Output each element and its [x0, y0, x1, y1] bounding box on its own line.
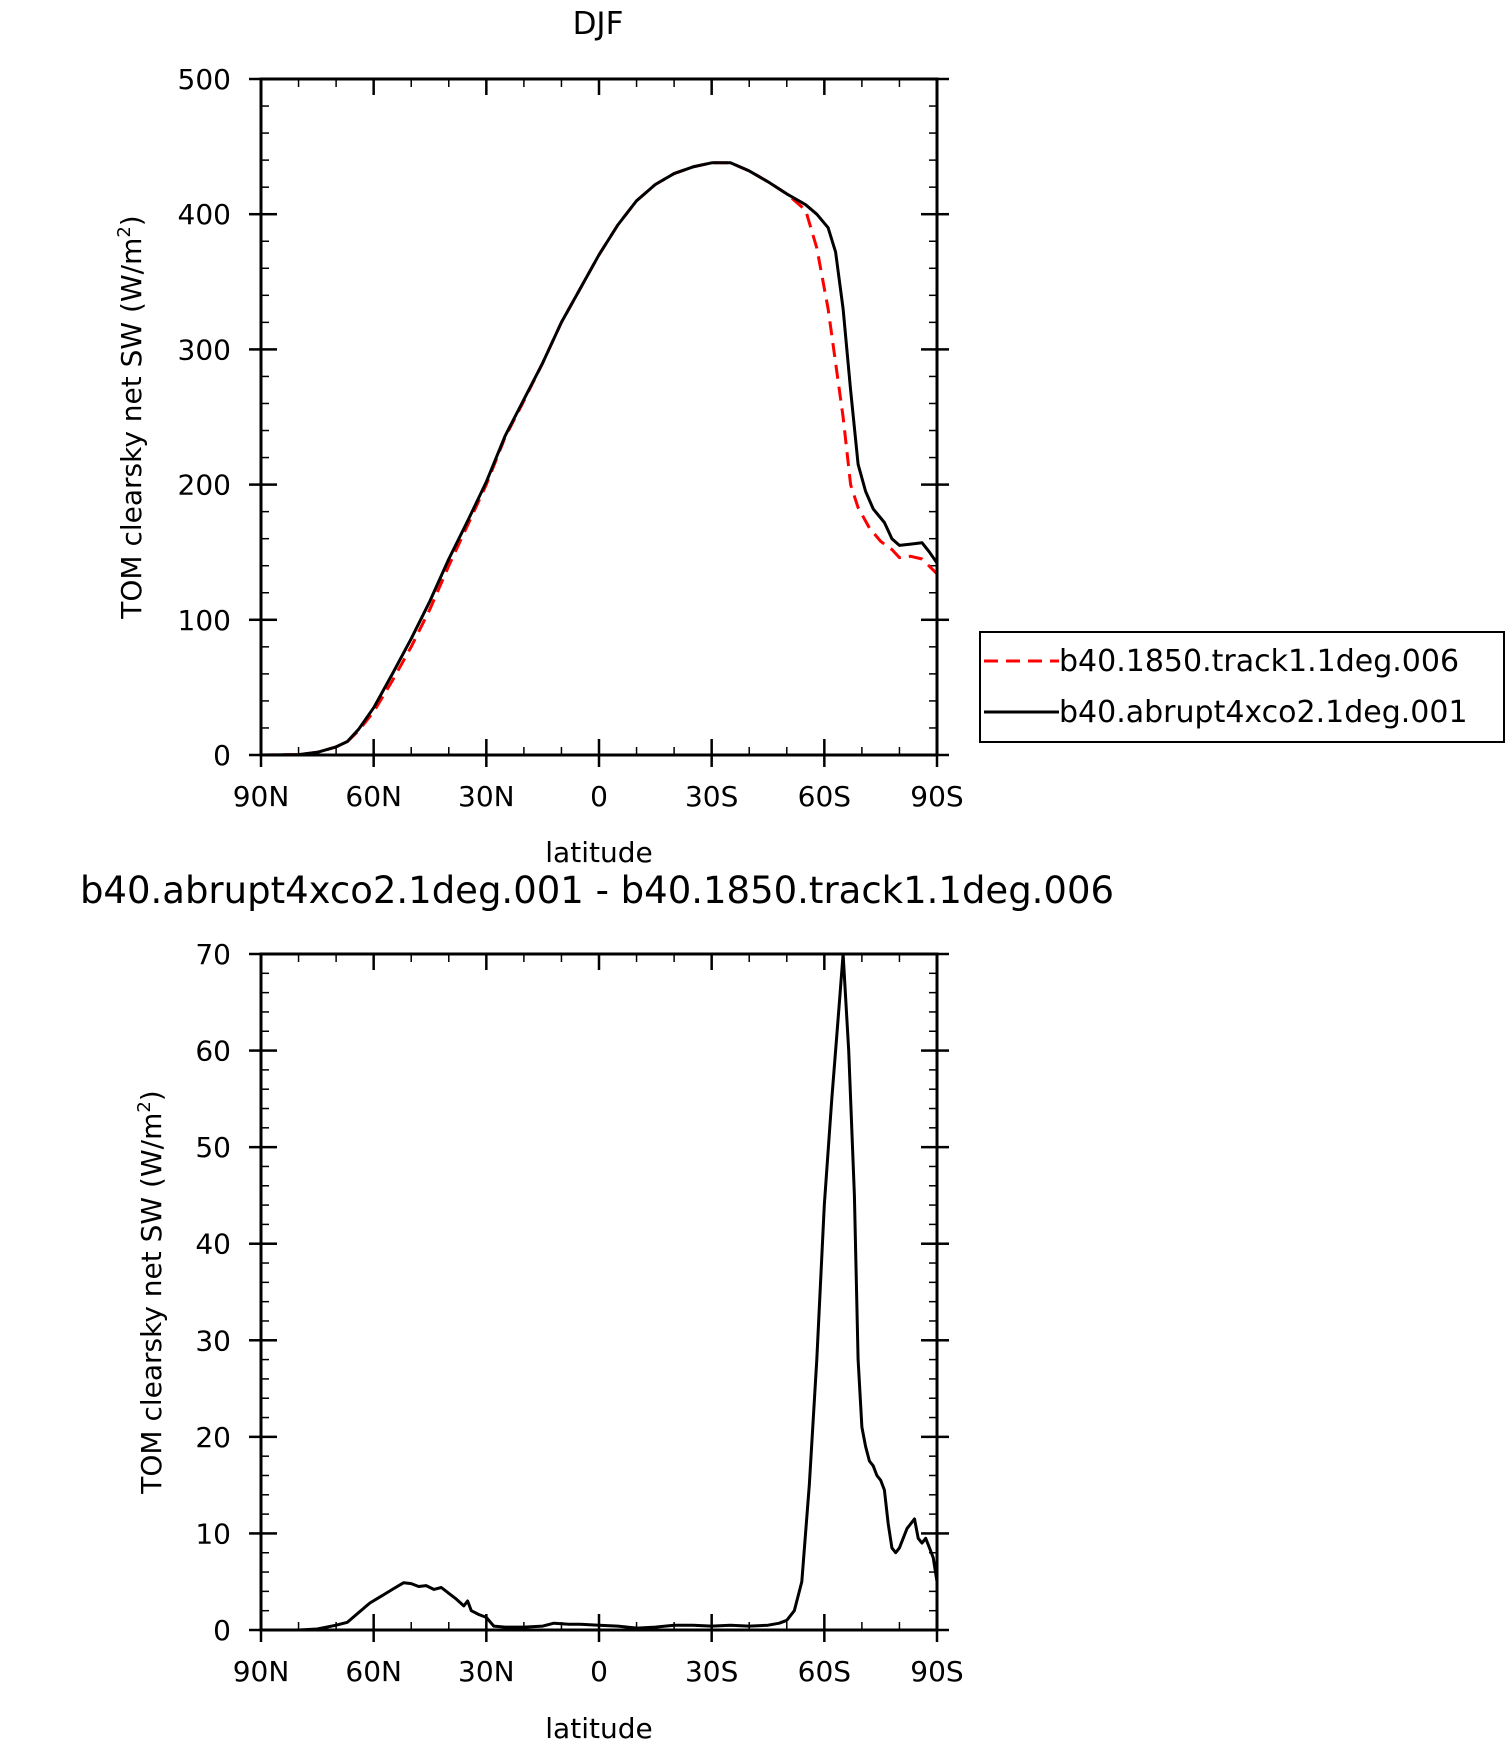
legend: b40.1850.track1.1deg.006 b40.abrupt4xco2… — [979, 631, 1505, 743]
bottom-x-tick-label: 30S — [685, 1655, 738, 1688]
bottom-x-tick-label: 90N — [233, 1655, 290, 1688]
bottom-y-tick-label: 50 — [195, 1131, 231, 1164]
legend-box — [979, 631, 1505, 743]
top-y-tick-label: 300 — [178, 333, 231, 366]
bottom-x-axis-label: latitude — [545, 1712, 652, 1743]
bottom-series-line-0 — [261, 952, 939, 1632]
bottom-y-axis-label: TOM clearsky net SW (W/m2) — [134, 1090, 168, 1494]
top-x-tick-label: 90N — [233, 780, 290, 813]
top-y-tick-label: 400 — [178, 198, 231, 231]
top-panel: DJF 90N 60N 30N 0 30S 60S 90S0100200300400500 … — [114, 6, 1505, 869]
legend-label-4xco2: b40.abrupt4xco2.1deg.001 — [1059, 695, 1468, 730]
top-x-tick-label: 60S — [798, 780, 851, 813]
bottom-y-tick-label: 10 — [195, 1517, 231, 1550]
top-x-tick-label: 30N — [458, 780, 515, 813]
bottom-x-tick-label: 90S — [910, 1655, 963, 1688]
top-plot-frame — [259, 77, 939, 757]
top-chart-title: DJF — [573, 6, 624, 42]
top-y-tick-label: 200 — [178, 469, 231, 502]
top-y-tick-label: 100 — [178, 604, 231, 637]
bottom-x-tick-label: 60S — [798, 1655, 851, 1688]
bottom-y-tick-label: 20 — [195, 1421, 231, 1454]
top-y-axis-label: TOM clearsky net SW (W/m2) — [114, 215, 148, 619]
bottom-x-tick-label: 60N — [345, 1655, 402, 1688]
legend-label-control: b40.1850.track1.1deg.006 — [1059, 644, 1459, 679]
top-x-tick-label: 60N — [345, 780, 402, 813]
top-y-tick-label: 0 — [213, 739, 231, 772]
bottom-panel: b40.abrupt4xco2.1deg.001 - b40.1850.trac… — [80, 869, 1114, 1743]
top-x-tick-label: 0 — [590, 780, 608, 813]
top-x-tick-label: 30S — [685, 780, 738, 813]
bottom-x-tick-label: 30N — [458, 1655, 515, 1688]
top-y-tick-label: 500 — [178, 63, 231, 96]
top-x-axis-label: latitude — [545, 836, 652, 869]
bottom-plot-frame — [259, 952, 939, 1632]
bottom-x-tick-label: 0 — [590, 1655, 608, 1688]
bottom-y-tick-label: 30 — [195, 1324, 231, 1357]
bottom-chart-title: b40.abrupt4xco2.1deg.001 - b40.1850.trac… — [80, 869, 1114, 912]
bottom-y-tick-label: 60 — [195, 1035, 231, 1068]
top-x-tick-label: 90S — [910, 780, 963, 813]
bottom-y-tick-label: 40 — [195, 1228, 231, 1261]
bottom-y-tick-label: 0 — [213, 1614, 231, 1647]
bottom-y-tick-label: 70 — [195, 938, 231, 971]
top-series-line-1 — [260, 161, 939, 757]
